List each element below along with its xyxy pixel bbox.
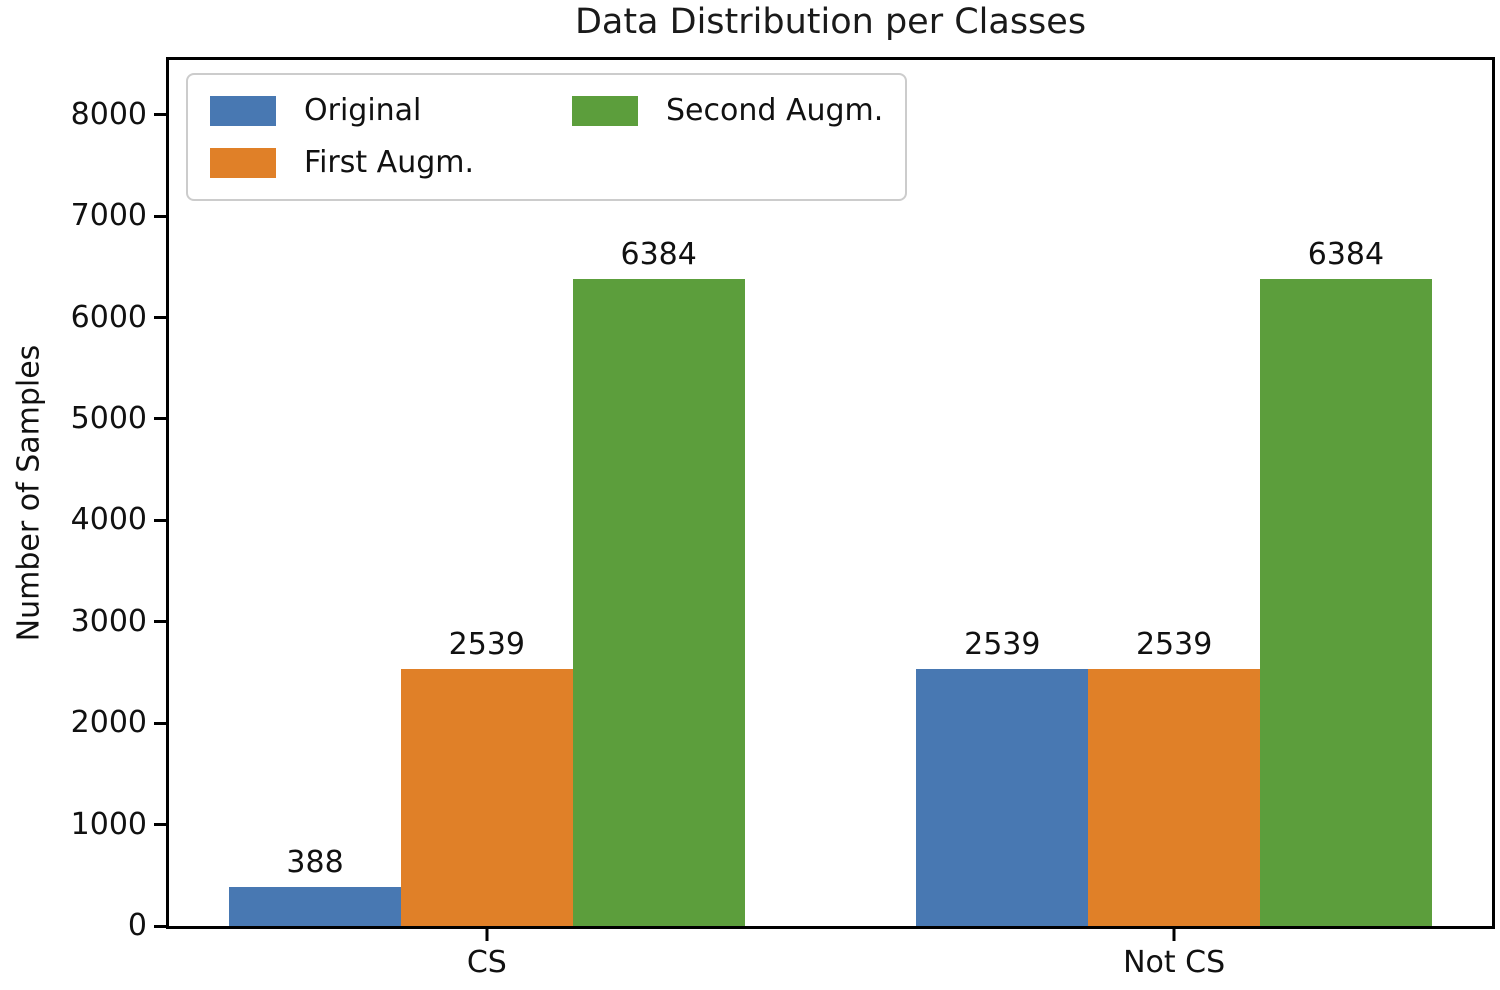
y-tick-mark (154, 620, 166, 624)
bar-second-augm-cs (572, 278, 745, 926)
x-tick-mark (485, 929, 489, 941)
y-tick-label: 1000 (70, 806, 147, 842)
plot-area: 388 2539 6384 2539 2539 6384 0 1000 2000 3000 400… (71, 57, 1495, 978)
bar-value-label: 6384 (620, 236, 697, 272)
y-tick-mark (154, 518, 166, 522)
legend: Original First Augm. Second Augm. (186, 73, 908, 201)
y-tick-mark (154, 417, 166, 421)
legend-label: Second Augm. (666, 93, 884, 128)
bar-value-label: 2539 (448, 626, 526, 662)
legend-item-original: Original (210, 96, 572, 126)
y-tick-mark (154, 924, 166, 928)
y-tick-label: 8000 (70, 96, 147, 132)
x-tick-mark (1172, 929, 1176, 941)
y-tick-label: 3000 (70, 603, 147, 639)
bar-original-cs (229, 886, 401, 926)
bar-value-label: 388 (286, 844, 344, 880)
y-tick-mark (154, 113, 166, 117)
bar-first-augm-cs (400, 668, 573, 926)
y-tick-mark (154, 316, 166, 320)
bar-value-label: 2539 (1135, 626, 1213, 662)
x-tick-label-not-cs: Not CS (1123, 945, 1226, 980)
y-tick-label: 6000 (70, 299, 147, 335)
y-tick-label: 7000 (70, 198, 147, 234)
y-tick-label: 5000 (70, 400, 147, 436)
bar-second-augm-not-cs (1260, 278, 1432, 926)
y-tick-label: 2000 (70, 705, 147, 741)
y-tick-mark (154, 214, 166, 218)
y-tick-label: 0 (127, 908, 147, 943)
legend-swatch (572, 96, 638, 126)
bar-value-label: 2539 (964, 626, 1041, 662)
legend-label: Original (304, 93, 422, 128)
y-axis-label: Number of Samples (11, 344, 47, 642)
y-tick-label: 4000 (70, 502, 147, 538)
x-tick-label-cs: CS (466, 945, 507, 980)
legend-item-first-augm: First Augm. (210, 148, 572, 178)
legend-swatch (210, 96, 276, 126)
legend-swatch (210, 148, 276, 178)
chart-title: Data Distribution per Classes (574, 2, 1087, 42)
bar-value-label: 6384 (1307, 236, 1385, 272)
legend-label: First Augm. (304, 145, 475, 180)
bar-original-not-cs (916, 668, 1089, 926)
legend-item-second-augm: Second Augm. (572, 96, 883, 126)
y-tick-mark (154, 721, 166, 725)
y-tick-mark (154, 823, 166, 827)
bar-first-augm-not-cs (1088, 668, 1261, 926)
